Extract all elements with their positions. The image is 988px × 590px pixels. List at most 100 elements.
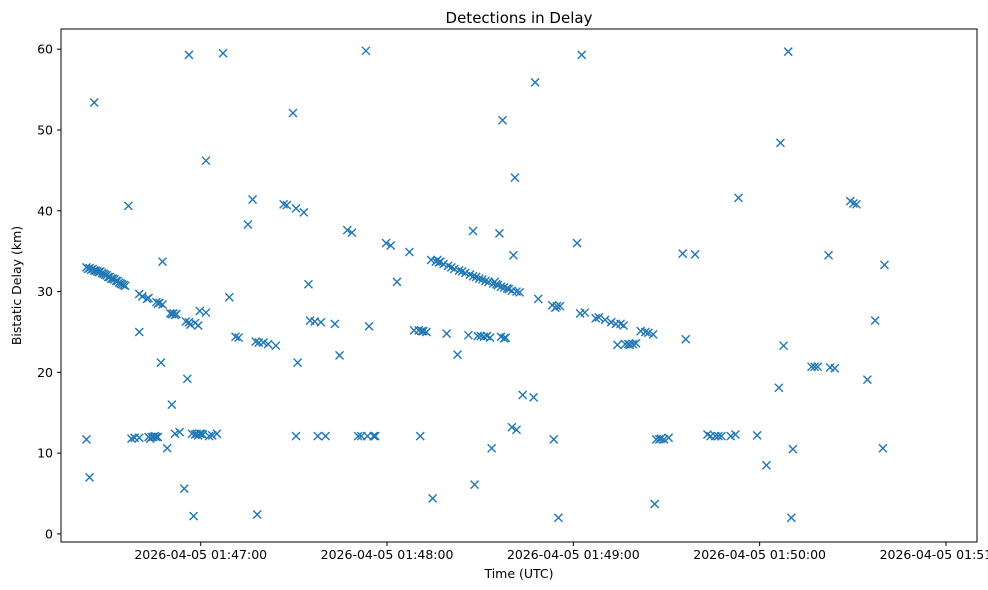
data-point bbox=[878, 443, 888, 453]
data-point bbox=[494, 228, 504, 238]
data-point bbox=[224, 292, 234, 302]
data-point bbox=[361, 46, 371, 56]
data-point bbox=[89, 98, 99, 108]
data-point bbox=[392, 277, 402, 287]
data-point bbox=[418, 326, 428, 336]
data-point bbox=[342, 225, 352, 235]
data-point bbox=[442, 329, 452, 339]
y-tick-label: 10 bbox=[37, 446, 53, 461]
data-point bbox=[162, 443, 172, 453]
data-point bbox=[156, 358, 166, 368]
data-point bbox=[134, 327, 144, 337]
data-point bbox=[293, 358, 303, 368]
data-point bbox=[243, 220, 253, 230]
data-point bbox=[549, 434, 559, 444]
data-point bbox=[428, 493, 438, 503]
y-tick-label: 30 bbox=[37, 284, 53, 299]
data-point bbox=[512, 287, 522, 297]
data-point bbox=[120, 281, 130, 291]
data-point bbox=[530, 77, 540, 87]
data-point bbox=[291, 431, 301, 441]
data-point bbox=[193, 320, 203, 330]
y-axis: 0 10 20 30 40 50 60 bbox=[37, 42, 61, 541]
data-point bbox=[299, 207, 309, 217]
data-point bbox=[218, 48, 228, 58]
data-point bbox=[321, 431, 331, 441]
data-point bbox=[518, 390, 528, 400]
data-point bbox=[786, 513, 796, 523]
data-point bbox=[619, 320, 629, 330]
data-point bbox=[788, 444, 798, 454]
data-point bbox=[158, 257, 168, 267]
data-point bbox=[184, 50, 194, 60]
y-tick-label: 0 bbox=[45, 526, 53, 541]
data-point bbox=[761, 460, 771, 470]
data-point bbox=[282, 200, 292, 210]
data-point bbox=[195, 429, 205, 439]
data-point bbox=[179, 484, 189, 494]
y-tick-label: 50 bbox=[37, 122, 53, 137]
data-point bbox=[204, 431, 214, 441]
data-point bbox=[810, 362, 820, 372]
data-point bbox=[612, 340, 622, 350]
data-point bbox=[386, 241, 396, 251]
data-point bbox=[552, 301, 562, 311]
data-point bbox=[852, 199, 862, 209]
x-tick-label: 2026-04-05 01:48:00 bbox=[321, 547, 454, 562]
data-point bbox=[648, 329, 658, 339]
data-point bbox=[480, 276, 490, 286]
data-point bbox=[153, 432, 163, 442]
plot-area bbox=[60, 28, 978, 543]
data-point bbox=[234, 333, 244, 343]
data-point bbox=[830, 363, 840, 373]
data-point bbox=[381, 238, 391, 248]
data-point bbox=[463, 330, 473, 340]
data-point bbox=[862, 375, 872, 385]
y-axis-label: Bistatic Delay (km) bbox=[9, 226, 24, 345]
data-point bbox=[470, 480, 480, 490]
data-point bbox=[330, 319, 340, 329]
data-point bbox=[106, 274, 116, 284]
data-point bbox=[167, 400, 177, 410]
data-points bbox=[81, 46, 889, 523]
data-point bbox=[848, 199, 858, 208]
data-point bbox=[716, 431, 726, 441]
data-point bbox=[370, 431, 380, 441]
data-point bbox=[487, 443, 497, 453]
data-point bbox=[512, 425, 522, 435]
data-point bbox=[347, 228, 357, 238]
data-point bbox=[335, 350, 345, 360]
data-point bbox=[734, 193, 744, 203]
data-point bbox=[507, 422, 517, 432]
data-point bbox=[364, 321, 374, 331]
data-point bbox=[813, 362, 823, 372]
data-point bbox=[580, 308, 590, 318]
data-point bbox=[650, 499, 660, 509]
data-point bbox=[201, 308, 211, 318]
data-point bbox=[600, 315, 610, 325]
data-point bbox=[628, 339, 638, 349]
data-point bbox=[144, 293, 154, 303]
data-point bbox=[690, 249, 700, 259]
data-point bbox=[533, 294, 543, 304]
data-point bbox=[498, 115, 508, 125]
y-tick-label: 40 bbox=[37, 203, 53, 218]
data-point bbox=[353, 431, 363, 441]
data-point bbox=[248, 194, 258, 204]
data-point bbox=[752, 430, 762, 440]
data-point bbox=[468, 226, 478, 236]
x-axis-label: Time (UTC) bbox=[483, 566, 553, 581]
data-point bbox=[151, 432, 161, 442]
data-point bbox=[775, 138, 785, 148]
chart-title: Detections in Delay bbox=[446, 9, 593, 27]
data-point bbox=[134, 433, 144, 443]
x-tick-label: 2026-04-05 01:50:00 bbox=[693, 547, 826, 562]
data-point bbox=[656, 434, 666, 444]
data-point bbox=[182, 374, 192, 384]
data-point bbox=[123, 201, 133, 211]
data-point bbox=[454, 266, 464, 276]
x-axis: 2026-04-05 01:47:00 2026-04-05 01:48:00 20… bbox=[134, 542, 988, 562]
data-point bbox=[594, 312, 604, 322]
data-point bbox=[316, 317, 326, 327]
